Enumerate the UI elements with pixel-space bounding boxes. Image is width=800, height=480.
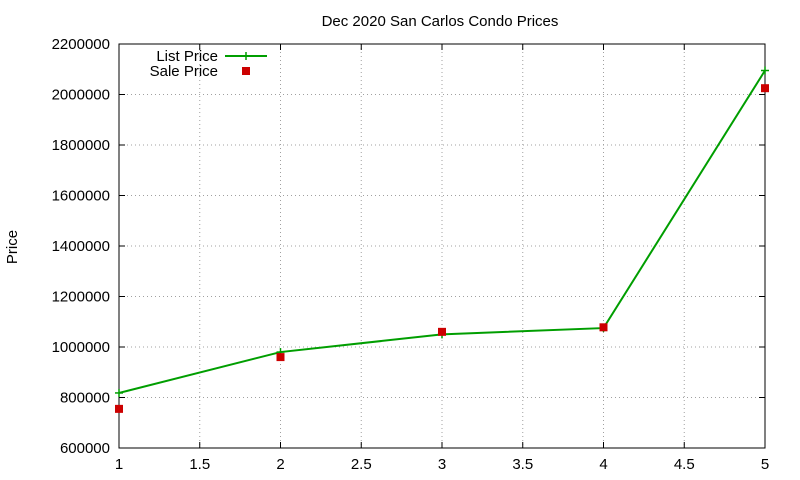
sale-price-point — [599, 323, 608, 332]
y-tick-label: 2000000 — [52, 87, 110, 104]
x-tick-label: 1.5 — [189, 456, 210, 473]
list-price-point — [761, 66, 769, 75]
x-tick-label: 2.5 — [351, 456, 372, 473]
y-tick-label: 800000 — [60, 390, 110, 407]
sale-price-point — [761, 84, 769, 93]
y-axis-label: Price — [4, 230, 21, 264]
sale-price-point — [438, 327, 446, 336]
axis-ticks: 1 1.5 2 2.5 3 3.5 4 4.5 5 600000 800000 1000000 1200… — [52, 36, 770, 473]
sale-price-point — [276, 353, 285, 362]
series-layer — [115, 66, 769, 413]
x-tick-label: 4 — [599, 456, 607, 473]
y-tick-label: 1000000 — [52, 339, 110, 356]
y-tick-label: 1600000 — [52, 188, 110, 205]
x-tick-label: 1 — [115, 456, 123, 473]
x-tick-label: 3 — [438, 456, 446, 473]
x-tick-label: 4.5 — [674, 456, 695, 473]
y-tick-label: 1400000 — [52, 238, 110, 255]
list-price-point — [115, 388, 123, 397]
x-tick-label: 3.5 — [512, 456, 533, 473]
legend-label: List Price — [156, 48, 218, 65]
x-tick-label: 2 — [276, 456, 284, 473]
y-tick-label: 2200000 — [52, 36, 110, 53]
y-tick-label: 1800000 — [52, 137, 110, 154]
legend-label: Sale Price — [150, 63, 218, 80]
grid-lines — [119, 44, 765, 448]
x-tick-label: 5 — [761, 456, 769, 473]
y-tick-label: 600000 — [60, 440, 110, 457]
chart-title: Dec 2020 San Carlos Condo Prices — [322, 13, 559, 30]
legend-square-swatch — [242, 67, 250, 75]
sale-price-point — [115, 404, 123, 413]
y-tick-label: 1200000 — [52, 289, 110, 306]
